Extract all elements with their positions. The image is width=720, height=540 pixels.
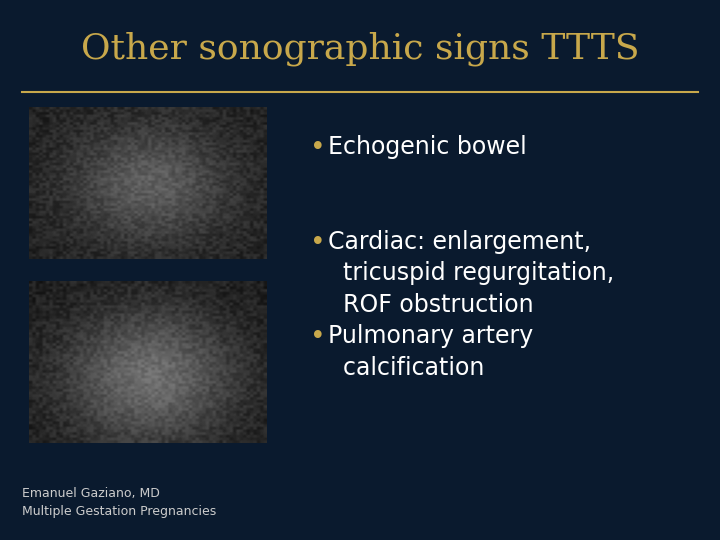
Bar (29, 108, 266, 259)
Text: Cardiac: enlargement,
  tricuspid regurgitation,
  ROF obstruction: Cardiac: enlargement, tricuspid regurgit… (328, 230, 613, 316)
Text: Pulmonary artery
  calcification: Pulmonary artery calcification (328, 324, 533, 380)
Text: Other sonographic signs TTTS: Other sonographic signs TTTS (81, 31, 639, 66)
Text: Emanuel Gaziano, MD
Multiple Gestation Pregnancies: Emanuel Gaziano, MD Multiple Gestation P… (22, 488, 216, 518)
Text: Echogenic bowel: Echogenic bowel (328, 135, 526, 159)
Bar (29, 281, 266, 443)
Text: •: • (310, 324, 325, 350)
Text: •: • (310, 230, 325, 255)
Text: •: • (310, 135, 325, 161)
